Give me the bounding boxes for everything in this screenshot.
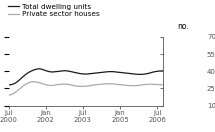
- Legend: Total dwelling units, Private sector houses: Total dwelling units, Private sector hou…: [8, 4, 99, 17]
- Text: no.: no.: [177, 22, 189, 31]
